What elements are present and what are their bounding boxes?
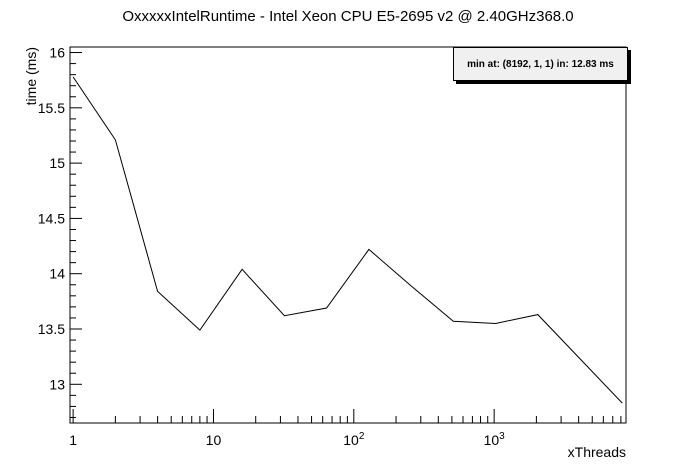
axis-tick-labels: 13 13.5 14 14.5 15 15.5 16 1 10 102 103: [38, 45, 505, 448]
y-tick-label: 13.5: [38, 321, 65, 337]
axis-ticks: [70, 52, 622, 423]
x-tick-label: 1: [69, 432, 77, 448]
y-tick-label: 13: [49, 376, 65, 392]
legend-box: min at: (8192, 1, 1) in: 12.83 ms: [453, 47, 628, 81]
legend-text: min at: (8192, 1, 1) in: 12.83 ms: [467, 58, 614, 70]
x-tick-label: 10: [206, 432, 222, 448]
x-tick-label: 102: [343, 431, 365, 448]
y-tick-label: 16: [49, 45, 65, 61]
x-axis-label: xThreads: [568, 444, 626, 460]
x-tick-label: 103: [484, 431, 506, 448]
y-tick-label: 14.5: [38, 210, 65, 226]
y-tick-label: 15.5: [38, 100, 65, 116]
chart-title: OxxxxxIntelRuntime - Intel Xeon CPU E5-2…: [122, 8, 574, 25]
y-tick-label: 15: [49, 155, 65, 171]
plot-frame: [69, 46, 627, 424]
y-axis-label: time (ms): [23, 47, 39, 105]
series-line: [72, 76, 623, 404]
y-tick-label: 14: [49, 266, 65, 282]
